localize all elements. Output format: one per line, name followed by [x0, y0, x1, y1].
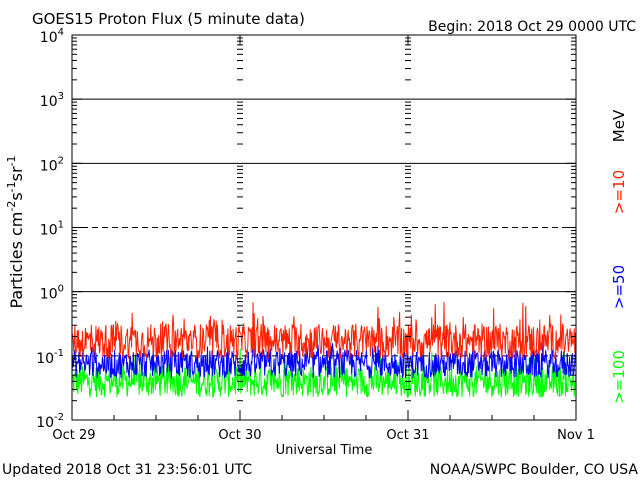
begin-label: Begin: 2018 Oct 29 0000 UTC [428, 19, 636, 35]
legend-series-2: >=50 [610, 265, 628, 309]
y-tick-base: 10 [36, 415, 54, 431]
plot-frame [71, 34, 577, 421]
y-tick-label: 103 [40, 91, 64, 110]
credit-label: NOAA/SWPC Boulder, CO USA [430, 462, 639, 478]
y-tick-base: 10 [40, 287, 58, 303]
y-tick-exponent: 2 [58, 155, 64, 166]
y-label-s: s [7, 192, 26, 200]
chart-title: GOES15 Proton Flux (5 minute data) [32, 10, 305, 28]
y-label-main: Particles cm [7, 212, 26, 309]
legend-series-3: >=100 [610, 350, 628, 404]
y-axis-label: Particles cm-2s-1sr-1 [5, 155, 26, 308]
data-series [71, 301, 577, 398]
legend-unit: MeV [610, 109, 628, 142]
y-tick-label: 10-1 [36, 348, 64, 367]
y-label-exp1: -2 [5, 201, 18, 212]
y-tick-label: 10-2 [36, 412, 64, 431]
y-tick-base: 10 [40, 158, 58, 174]
grid-lines [72, 98, 576, 357]
x-tick-label: Oct 31 [386, 428, 429, 443]
y-tick-base: 10 [36, 351, 54, 367]
y-tick-exponent: -2 [54, 412, 64, 423]
x-tick-labels: Oct 29 Oct 30 Oct 31 Nov 1 [52, 428, 594, 443]
legend-series-1: >=10 [610, 170, 628, 214]
x-axis-label: Universal Time [276, 443, 373, 458]
y-tick-label: 104 [40, 27, 64, 46]
updated-timestamp: Updated 2018 Oct 31 23:56:01 UTC [2, 462, 252, 478]
x-tick-label: Nov 1 [557, 428, 595, 443]
x-tick-label: Oct 30 [218, 428, 261, 443]
y-tick-exponent: 4 [58, 27, 64, 38]
series-line-2 [71, 335, 577, 380]
y-tick-label: 102 [40, 155, 64, 174]
y-label-exp2: -1 [5, 181, 18, 192]
y-tick-base: 10 [40, 94, 58, 110]
y-label-sr: sr [7, 166, 26, 181]
y-label-exp3: -1 [5, 155, 18, 166]
y-tick-exponent: 1 [58, 220, 64, 231]
series-line-3 [71, 348, 577, 398]
y-tick-label: 100 [40, 284, 64, 303]
legend: MeV >=10 >=50 >=100 [610, 109, 628, 404]
y-tick-base: 10 [40, 223, 58, 239]
y-tick-base: 10 [40, 30, 58, 46]
series-line-1 [71, 301, 577, 361]
y-tick-exponent: -1 [54, 348, 64, 359]
y-tick-exponent: 0 [58, 284, 64, 295]
y-tick-label: 101 [40, 220, 64, 239]
y-tick-exponent: 3 [58, 91, 64, 102]
x-tick-label: Oct 29 [52, 428, 95, 443]
